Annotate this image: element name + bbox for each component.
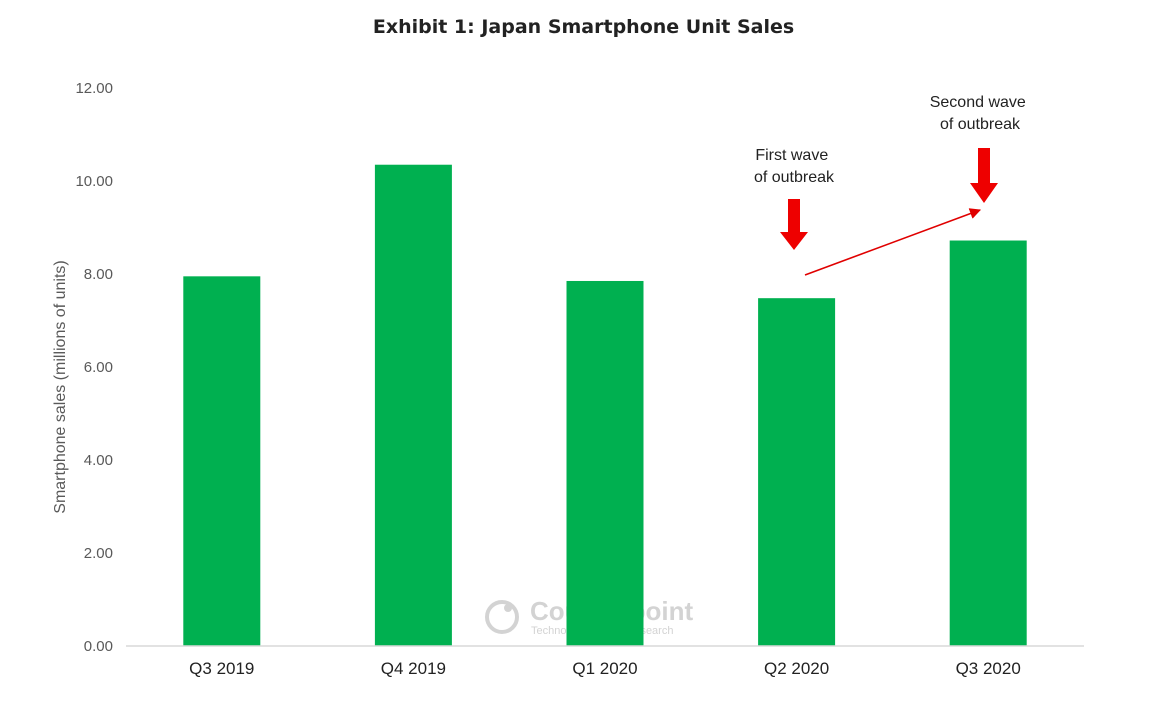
- bar: [758, 298, 836, 646]
- x-tick-label: Q1 2020: [572, 659, 637, 678]
- bar: [566, 280, 644, 646]
- trend-arrow: [804, 208, 982, 276]
- x-tick-label: Q2 2020: [764, 659, 829, 678]
- y-tick-label: 6.00: [84, 359, 113, 376]
- y-axis-title: Smartphone sales (millions of units): [52, 260, 69, 513]
- annotation-first-wave-line2: of outbreak: [754, 169, 835, 186]
- annotation-second-wave: Second wave of outbreak: [930, 94, 1031, 203]
- bar-series: [183, 164, 1027, 646]
- y-tick-label: 12.00: [75, 80, 113, 97]
- annotation-second-wave-line2: of outbreak: [940, 116, 1021, 133]
- y-tick-label: 0.00: [84, 638, 113, 655]
- bar: [183, 276, 261, 646]
- y-tick-label: 10.00: [75, 173, 113, 190]
- x-axis: Q3 2019 Q4 2019 Q1 2020 Q2 2020 Q3 2020: [189, 659, 1021, 678]
- y-tick-label: 8.00: [84, 266, 113, 283]
- x-tick-label: Q4 2019: [381, 659, 446, 678]
- counterpoint-logo-icon: [485, 600, 519, 634]
- bar: [949, 240, 1027, 646]
- y-tick-label: 4.00: [84, 452, 113, 469]
- x-tick-label: Q3 2020: [956, 659, 1021, 678]
- annotation-first-wave-line1: First wave: [755, 147, 828, 164]
- bar: [374, 164, 452, 646]
- svg-text:First wave of outbreak: First wave of outbreak: [754, 147, 835, 186]
- chart-title: Exhibit 1: Japan Smartphone Unit Sales: [372, 16, 795, 38]
- x-tick-label: Q3 2019: [189, 659, 254, 678]
- annotation-first-wave: First wave of outbreak: [754, 147, 835, 250]
- red-down-arrow-icon: [780, 199, 808, 250]
- red-down-arrow-icon: [970, 148, 998, 203]
- y-axis: 0.00 2.00 4.00 6.00 8.00 10.00 12.00: [75, 80, 113, 655]
- y-tick-label: 2.00: [84, 545, 113, 562]
- annotation-second-wave-line1: Second wave: [930, 94, 1026, 111]
- svg-text:Second wave of outbreak: Second wave of outbreak: [930, 94, 1031, 133]
